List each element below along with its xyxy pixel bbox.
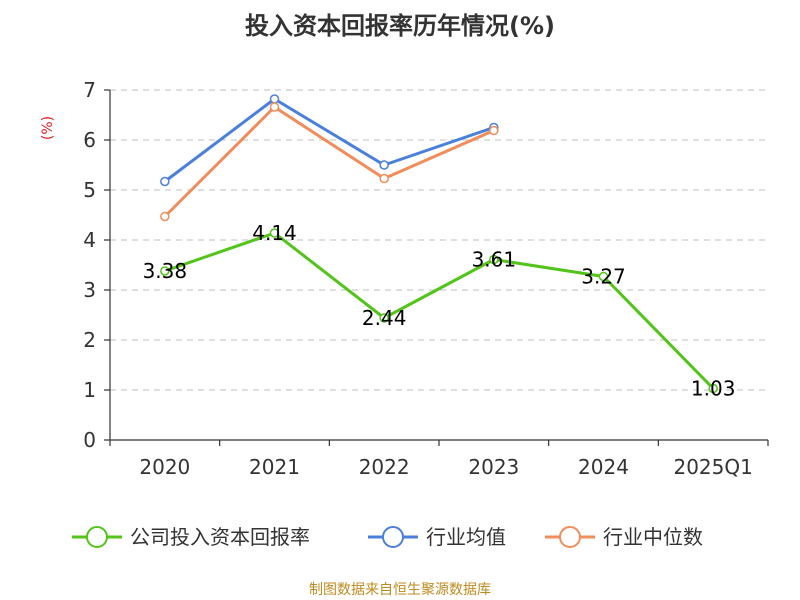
data-labels: 3.38 4.14 2.44 3.61 3.27 1.03 <box>143 221 736 401</box>
legend-label: 公司投入资本回报率 <box>130 525 310 549</box>
series-line-0 <box>164 231 715 390</box>
x-tick-label: 2023 <box>468 455 519 479</box>
data-label: 3.38 <box>143 259 188 283</box>
legend-marker <box>86 526 108 548</box>
source-note: 制图数据来自恒生聚源数据库 <box>309 582 491 598</box>
data-point <box>269 228 280 238</box>
y-tick-label: 6 <box>83 128 96 152</box>
y-tick-label: 3 <box>83 278 96 302</box>
data-point <box>269 102 280 112</box>
axes <box>104 89 769 446</box>
data-label: 3.27 <box>581 265 626 289</box>
y-tick-label: 4 <box>83 228 96 252</box>
y-tick-label: 2 <box>83 328 96 352</box>
y-tick-labels: 0 1 2 3 4 5 6 7 <box>83 78 96 452</box>
data-label: 1.03 <box>691 377 736 401</box>
legend-marker <box>559 526 581 548</box>
x-tick-label: 2020 <box>139 455 190 479</box>
series-line-1 <box>163 97 495 183</box>
series-layer <box>160 94 718 394</box>
legend-item[interactable]: 行业中位数 <box>545 525 703 549</box>
legend-item[interactable]: 公司投入资本回报率 <box>72 525 310 549</box>
x-tick-label: 2025Q1 <box>673 455 752 479</box>
data-point <box>379 173 389 184</box>
legend-marker <box>382 526 404 548</box>
data-label: 2.44 <box>362 306 407 330</box>
legend-label: 行业中位数 <box>603 525 703 549</box>
x-tick-label: 2024 <box>578 455 629 479</box>
legend[interactable]: 公司投入资本回报率 行业均值 行业中位数 <box>72 525 703 549</box>
y-tick-label: 5 <box>83 178 96 202</box>
x-tick-labels: 2020 2021 2022 2023 2024 2025Q1 <box>139 455 752 479</box>
data-label: 4.14 <box>252 221 297 245</box>
data-point <box>379 160 389 170</box>
data-point <box>269 94 280 104</box>
legend-label: 行业均值 <box>426 525 506 549</box>
x-tick-label: 2022 <box>359 455 410 479</box>
data-point <box>489 125 499 136</box>
data-label: 3.61 <box>472 248 517 272</box>
data-point <box>160 176 170 187</box>
y-axis-label: (%) <box>40 116 56 140</box>
y-tick-label: 1 <box>83 378 96 402</box>
data-point <box>489 254 499 265</box>
data-point <box>379 313 389 323</box>
y-tick-label: 7 <box>83 78 96 102</box>
chart-title: 投入资本回报率历年情况(%) <box>245 12 555 40</box>
data-point <box>160 266 170 276</box>
x-tick-label: 2021 <box>249 455 300 479</box>
y-tick-label: 0 <box>83 428 96 452</box>
data-point <box>160 211 170 222</box>
data-point <box>708 383 718 394</box>
series-line-2 <box>163 105 495 218</box>
data-point <box>598 271 609 282</box>
legend-item[interactable]: 行业均值 <box>368 525 506 549</box>
